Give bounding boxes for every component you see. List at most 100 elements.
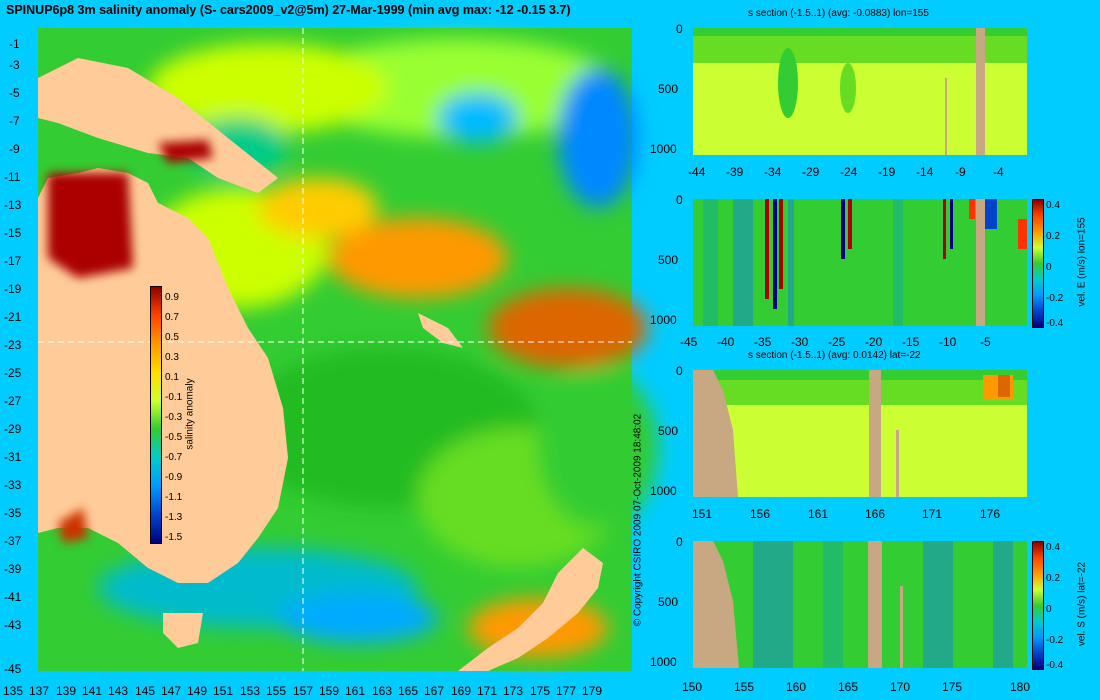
map-y-tick: -1 <box>9 37 20 51</box>
panel1-x-tick: -24 <box>840 165 858 179</box>
panel4-x-tick: 170 <box>890 680 911 694</box>
map-colorbar <box>150 286 162 544</box>
panel2-y-tick: 500 <box>658 253 679 267</box>
map-y-tick: -7 <box>9 114 20 128</box>
panel2-y-tick: 1000 <box>650 313 677 327</box>
panel2-x-tick: -15 <box>902 335 920 349</box>
map-y-tick: -45 <box>4 662 22 676</box>
panel2-plot[interactable] <box>693 199 1027 326</box>
map-x-tick: 177 <box>556 684 577 698</box>
map-x-tick: 179 <box>582 684 603 698</box>
panel1-x-tick: -9 <box>955 165 966 179</box>
map-colorbar-tick: 0.1 <box>165 372 179 383</box>
panel1-x-tick: -19 <box>878 165 896 179</box>
map-colorbar-tick: -0.3 <box>165 412 183 423</box>
panel2-x-tick: -5 <box>980 335 991 349</box>
panel1-svg <box>693 28 1027 155</box>
map-x-tick: 157 <box>293 684 314 698</box>
panel4-colorbar <box>1032 541 1044 670</box>
map-y-tick: -19 <box>4 282 22 296</box>
map-colorbar-tick: 0.3 <box>165 352 179 363</box>
panel1-title: s section (-1.5..1) (avg: -0.0883) lon=1… <box>748 8 929 19</box>
salinity-map[interactable] <box>38 28 658 671</box>
panel4-svg <box>693 541 1027 668</box>
map-x-tick: 175 <box>530 684 551 698</box>
panel4-x-tick: 160 <box>786 680 807 694</box>
map-y-tick: -5 <box>9 86 20 100</box>
panel2-x-tick: -35 <box>754 335 772 349</box>
map-y-tick: -21 <box>4 310 22 324</box>
map-y-tick: -9 <box>9 142 20 156</box>
panel4-colorbar-tick: 0.4 <box>1046 542 1060 553</box>
map-colorbar-tick: -1.5 <box>165 532 183 543</box>
panel3-svg <box>693 370 1027 497</box>
panel2-colorbar-tick: 0.4 <box>1046 200 1060 211</box>
panel1-y-tick: 0 <box>676 22 683 36</box>
map-y-tick: -27 <box>4 394 22 408</box>
map-colorbar-tick: -1.1 <box>165 492 183 503</box>
panel1-x-tick: -29 <box>802 165 820 179</box>
map-x-tick: 145 <box>135 684 156 698</box>
map-x-tick: 171 <box>477 684 498 698</box>
panel2-svg <box>693 199 1027 326</box>
panel2-colorbar-tick: -0.2 <box>1046 293 1064 304</box>
map-y-tick: -3 <box>9 58 20 72</box>
map-y-tick: -13 <box>4 198 22 212</box>
panel1-x-tick: -34 <box>764 165 782 179</box>
panel1-y-tick: 1000 <box>650 142 677 156</box>
panel4-x-tick: 175 <box>942 680 963 694</box>
panel4-colorbar-label: vel. S (m/s) lat=-22 <box>1076 561 1088 647</box>
map-x-tick: 155 <box>266 684 287 698</box>
map-x-tick: 173 <box>503 684 524 698</box>
map-y-tick: -25 <box>4 366 22 380</box>
map-y-tick: -33 <box>4 478 22 492</box>
map-x-tick: 159 <box>319 684 340 698</box>
panel3-title: s section (-1.5..1) (avg: 0.0142) lat=-2… <box>748 350 921 361</box>
panel2-colorbar-tick: 0 <box>1046 262 1052 273</box>
panel1-x-tick: -4 <box>993 165 1004 179</box>
panel4-y-tick: 500 <box>658 595 679 609</box>
map-x-tick: 137 <box>29 684 50 698</box>
panel2-x-tick: -20 <box>865 335 883 349</box>
map-colorbar-tick: -0.5 <box>165 432 183 443</box>
anomaly-blobs <box>98 38 658 658</box>
map-colorbar-tick: -1.3 <box>165 512 183 523</box>
panel2-x-tick: -40 <box>717 335 735 349</box>
map-x-tick: 147 <box>161 684 182 698</box>
panel4-colorbar-tick: 0 <box>1046 604 1052 615</box>
panel2-x-tick: -10 <box>939 335 957 349</box>
map-colorbar-label: salinity anomaly <box>184 378 196 450</box>
panel2-x-tick: -45 <box>680 335 698 349</box>
panel1-x-tick: -39 <box>726 165 744 179</box>
map-x-tick: 139 <box>56 684 77 698</box>
panel3-plot[interactable] <box>693 370 1027 497</box>
panel4-x-tick: 180 <box>1010 680 1031 694</box>
map-x-tick: 135 <box>3 684 24 698</box>
panel4-plot[interactable] <box>693 541 1027 668</box>
map-colorbar-tick: 0.7 <box>165 312 179 323</box>
map-colorbar-tick: -0.1 <box>165 392 183 403</box>
map-x-tick: 165 <box>398 684 419 698</box>
map-x-tick: 141 <box>82 684 103 698</box>
map-y-tick: -35 <box>4 506 22 520</box>
panel1-plot[interactable] <box>693 28 1027 155</box>
map-y-tick: -37 <box>4 534 22 548</box>
panel4-x-tick: 150 <box>682 680 703 694</box>
panel2-colorbar-tick: 0.2 <box>1046 231 1060 242</box>
map-colorbar-tick: -0.7 <box>165 452 183 463</box>
map-x-tick: 149 <box>187 684 208 698</box>
panel2-colorbar <box>1032 199 1044 328</box>
salinity-map-svg <box>38 28 658 671</box>
copyright-text: © Copyright CSIRO 2009 07-Oct-2009 18:48… <box>632 413 644 627</box>
panel1-y-tick: 500 <box>658 82 679 96</box>
map-x-tick: 143 <box>108 684 129 698</box>
map-y-tick: -31 <box>4 450 22 464</box>
map-x-tick: 163 <box>372 684 393 698</box>
map-title: SPINUP6p8 3m salinity anomaly (S- cars20… <box>6 3 571 17</box>
panel1-x-tick: -14 <box>916 165 934 179</box>
map-y-tick: -23 <box>4 338 22 352</box>
map-y-tick: -43 <box>4 618 22 632</box>
map-y-tick: -17 <box>4 254 22 268</box>
panel4-colorbar-tick: -0.2 <box>1046 635 1064 646</box>
panel2-y-tick: 0 <box>676 193 683 207</box>
